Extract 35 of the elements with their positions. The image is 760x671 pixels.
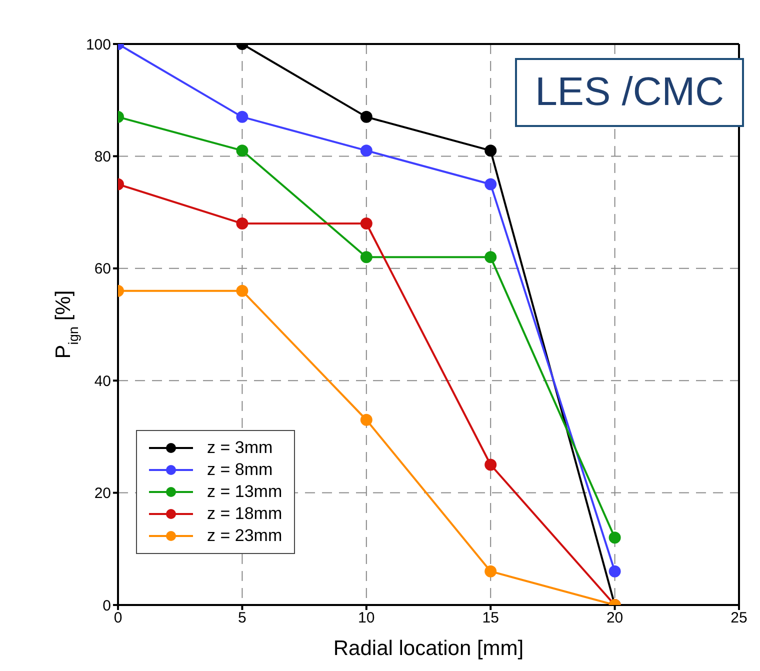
point: [360, 414, 372, 426]
legend-label: z = 3mm: [207, 437, 273, 459]
annotation: LES /CMC: [515, 58, 744, 127]
y-tick-label: 60: [94, 260, 111, 278]
y-tick-label: 40: [94, 372, 111, 390]
x-tick-label: 10: [358, 610, 375, 627]
point: [236, 110, 248, 123]
point: [608, 532, 621, 544]
point: [484, 251, 497, 264]
y-tick-label: 80: [94, 148, 111, 166]
x-tick-label: 25: [730, 610, 748, 627]
point: [236, 144, 248, 157]
x-tick-label: 15: [482, 610, 499, 627]
point: [484, 565, 497, 578]
point: [484, 144, 497, 157]
legend-label: z = 18mm: [207, 503, 282, 525]
point: [484, 458, 497, 471]
y-tick-label: 0: [102, 597, 111, 614]
legend-label: z = 8mm: [207, 459, 273, 481]
y-tick-label: 100: [86, 36, 111, 54]
point: [360, 144, 372, 157]
point: [608, 565, 621, 578]
point: [360, 251, 372, 264]
x-tick-label: 0: [114, 610, 122, 627]
y-tick-label: 20: [94, 485, 111, 502]
point: [236, 284, 248, 297]
point: [360, 218, 372, 230]
x-axis-title: Radial location [mm]: [333, 637, 524, 660]
legend-label: z = 13mm: [207, 481, 282, 503]
legend-label: z = 23mm: [207, 525, 282, 547]
point: [236, 218, 248, 230]
x-tick-label: 20: [606, 610, 624, 627]
point: [360, 110, 372, 123]
point: [484, 178, 497, 190]
x-tick-label: 5: [238, 610, 246, 627]
